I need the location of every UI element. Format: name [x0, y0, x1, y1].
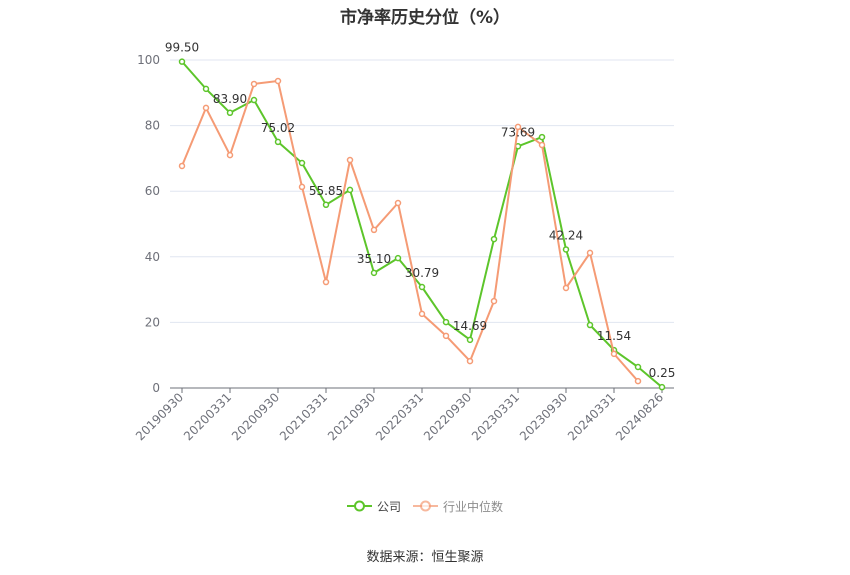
data-point[interactable]: [418, 310, 426, 318]
data-point[interactable]: [634, 377, 642, 385]
data-label: 14.69: [453, 319, 487, 333]
data-point[interactable]: [202, 85, 210, 93]
data-point[interactable]: [610, 350, 618, 358]
data-point[interactable]: [370, 269, 378, 277]
x-tick-label: 20230331: [469, 390, 522, 443]
data-point[interactable]: [226, 151, 234, 159]
chart-title: 市净率历史分位（%）: [339, 8, 511, 28]
data-point[interactable]: [442, 332, 450, 340]
data-label: 83.90: [213, 92, 247, 106]
company-series: [178, 58, 666, 391]
data-point[interactable]: [202, 104, 210, 112]
industry-median-series: [178, 77, 642, 385]
line-chart: 0204060801002019093020200331202009302021…: [133, 41, 676, 444]
data-point[interactable]: [514, 123, 522, 131]
legend-label-company: 公司: [376, 499, 401, 514]
data-point[interactable]: [178, 58, 186, 65]
x-tick-label: 20200331: [181, 390, 234, 443]
data-point[interactable]: [538, 141, 546, 149]
x-tick-label: 20240331: [565, 390, 618, 443]
series-line: [181, 80, 639, 382]
data-point[interactable]: [658, 383, 666, 391]
data-point[interactable]: [442, 318, 450, 326]
legend-label-industry-median: 行业中位数: [443, 499, 504, 514]
data-label: 35.10: [357, 252, 391, 266]
y-tick-label: 40: [145, 250, 160, 264]
data-point[interactable]: [490, 297, 498, 305]
data-point[interactable]: [490, 235, 498, 243]
data-point[interactable]: [466, 357, 474, 365]
data-label: 42.24: [549, 228, 583, 242]
data-point[interactable]: [298, 183, 306, 191]
x-tick-label: 20230930: [517, 390, 570, 443]
y-tick-label: 100: [137, 53, 160, 67]
data-label: 30.79: [405, 266, 439, 280]
data-point[interactable]: [418, 283, 426, 291]
data-label: 75.02: [261, 121, 295, 135]
data-point[interactable]: [322, 278, 330, 286]
data-label: 73.69: [501, 125, 535, 139]
data-label: 99.50: [165, 41, 199, 55]
data-point[interactable]: [322, 201, 330, 209]
legend-item-industry-median[interactable]: 行业中位数: [413, 498, 503, 515]
y-tick-label: 0: [152, 381, 160, 395]
chart-legend: 公司 行业中位数: [0, 497, 850, 515]
data-point[interactable]: [538, 133, 546, 141]
data-point[interactable]: [274, 77, 282, 85]
data-point[interactable]: [250, 96, 258, 104]
legend-line-marker-icon: [413, 500, 438, 512]
x-tick-label: 20240826: [613, 390, 666, 443]
y-tick-label: 20: [145, 315, 160, 329]
legend-item-company[interactable]: 公司: [346, 498, 401, 515]
data-point[interactable]: [250, 80, 258, 88]
data-label: 11.54: [597, 329, 631, 343]
data-point[interactable]: [586, 321, 594, 329]
y-tick-label: 60: [145, 184, 160, 198]
data-source-note: 数据来源：恒生聚源: [366, 550, 484, 565]
series-line: [181, 60, 663, 388]
data-point[interactable]: [394, 199, 402, 207]
x-tick-label: 20210331: [277, 390, 330, 443]
data-point[interactable]: [274, 138, 282, 146]
data-point[interactable]: [346, 186, 354, 194]
x-tick-label: 20200930: [229, 390, 282, 443]
x-tick-label: 20220930: [421, 390, 474, 443]
data-point[interactable]: [370, 226, 378, 234]
x-tick-label: 20210930: [325, 390, 378, 443]
data-point[interactable]: [562, 284, 570, 292]
data-point[interactable]: [394, 254, 402, 262]
legend-line-marker-icon: [346, 500, 372, 512]
data-point[interactable]: [298, 159, 306, 167]
data-label: 0.25: [649, 366, 676, 380]
data-point[interactable]: [466, 336, 474, 344]
data-label: 55.85: [309, 184, 343, 198]
data-point[interactable]: [226, 109, 234, 117]
data-point[interactable]: [634, 363, 642, 371]
data-point[interactable]: [586, 249, 594, 257]
y-tick-label: 80: [145, 119, 160, 133]
data-point[interactable]: [562, 246, 570, 253]
data-point[interactable]: [346, 156, 354, 164]
x-tick-label: 20220331: [373, 390, 426, 443]
x-tick-label: 20190930: [133, 390, 186, 443]
data-point[interactable]: [178, 162, 186, 170]
